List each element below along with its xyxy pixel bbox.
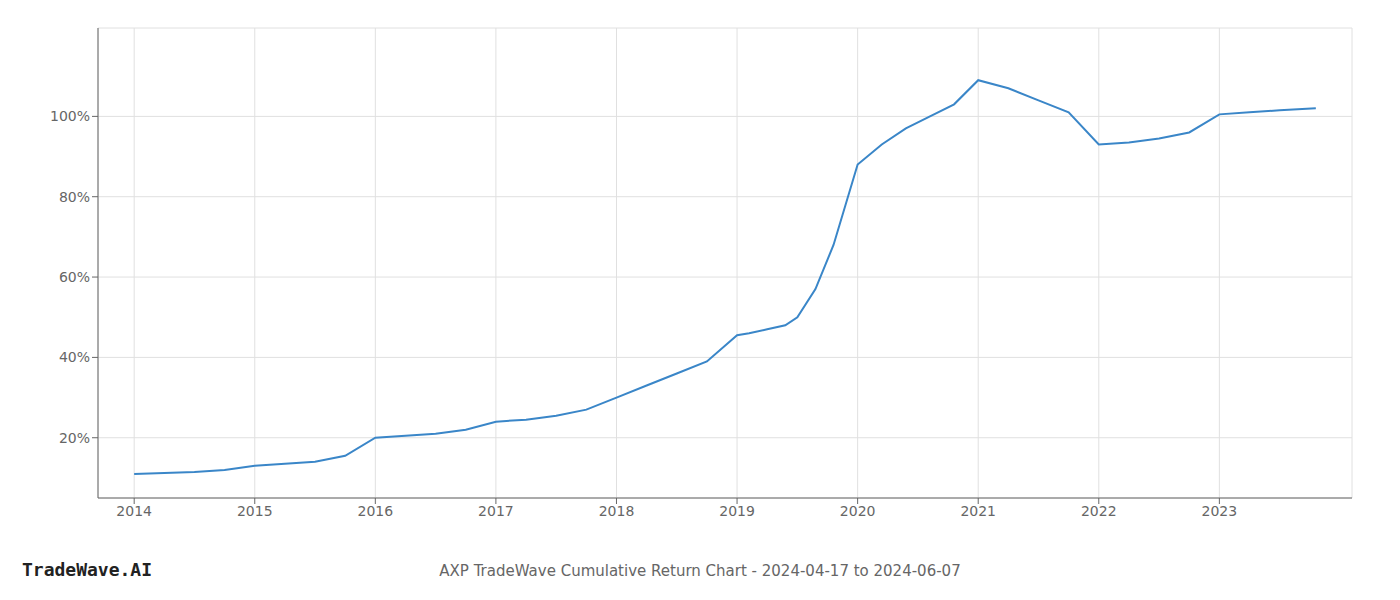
svg-text:2015: 2015 <box>237 503 273 519</box>
svg-text:40%: 40% <box>59 349 90 365</box>
svg-text:2018: 2018 <box>599 503 635 519</box>
svg-text:2020: 2020 <box>840 503 876 519</box>
svg-text:100%: 100% <box>50 108 90 124</box>
svg-text:2014: 2014 <box>116 503 152 519</box>
html-text:TradeWave.AI: TradeWave.AI <box>22 559 152 580</box>
svg-text:60%: 60% <box>59 269 90 285</box>
svg-text:20%: 20% <box>59 430 90 446</box>
svg-text:2019: 2019 <box>719 503 755 519</box>
svg-text:2017: 2017 <box>478 503 514 519</box>
svg-text:80%: 80% <box>59 189 90 205</box>
html-text:AXP TradeWave Cumulative Retur: AXP TradeWave Cumulative Return Chart - … <box>439 562 961 580</box>
svg-text:2021: 2021 <box>960 503 996 519</box>
svg-text:2022: 2022 <box>1081 503 1117 519</box>
svg-text:2016: 2016 <box>358 503 394 519</box>
svg-text:2023: 2023 <box>1202 503 1238 519</box>
